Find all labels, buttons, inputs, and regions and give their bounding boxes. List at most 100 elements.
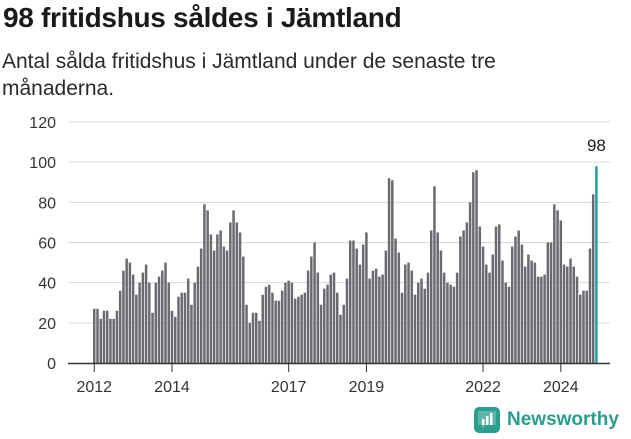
- bar: [368, 278, 371, 363]
- bar: [549, 242, 553, 363]
- bar: [523, 266, 527, 363]
- bar: [336, 292, 339, 363]
- bar: [193, 282, 196, 363]
- bar: [310, 256, 313, 363]
- bar: [148, 282, 151, 363]
- x-tick-label: 2024: [543, 379, 579, 396]
- bar: [141, 272, 145, 363]
- y-tick-label: 20: [38, 316, 56, 333]
- bar: [209, 234, 213, 363]
- bar: [258, 320, 261, 363]
- bar: [303, 292, 307, 363]
- bar: [157, 276, 161, 363]
- bar: [462, 230, 465, 363]
- bar: [280, 290, 284, 363]
- bar: [452, 286, 456, 363]
- bar: [264, 286, 268, 363]
- bar: [536, 276, 540, 363]
- bar: [225, 250, 229, 363]
- bar: [504, 282, 507, 363]
- bar: [429, 230, 433, 363]
- bar: [93, 308, 96, 363]
- bar: [501, 260, 504, 363]
- y-tick-label: 60: [38, 236, 56, 253]
- x-tick-label: 2012: [76, 379, 112, 396]
- bar: [478, 226, 482, 363]
- bar: [151, 312, 154, 363]
- bar: [229, 222, 232, 363]
- bar: [397, 252, 401, 363]
- x-tick-label: 2014: [154, 379, 190, 396]
- bar: [374, 268, 378, 363]
- bar: [410, 270, 414, 363]
- bar: [203, 204, 206, 363]
- bar: [514, 236, 517, 363]
- bar: [520, 244, 524, 363]
- newsworthy-logo-text: Newsworthy: [507, 409, 619, 430]
- y-tick-label: 120: [29, 115, 56, 132]
- bar: [572, 266, 576, 363]
- bar: [300, 294, 303, 363]
- bar: [352, 240, 355, 363]
- bar: [436, 232, 439, 363]
- bar: [135, 294, 138, 363]
- bar: [235, 222, 239, 363]
- bar: [190, 304, 193, 363]
- bar: [242, 256, 245, 363]
- bar: [378, 276, 381, 363]
- bar: [569, 258, 572, 363]
- bar: [118, 290, 122, 363]
- newsworthy-logo[interactable]: Newsworthy: [474, 407, 619, 433]
- bar: [183, 292, 187, 363]
- chart-subtitle: Antal sålda fritidshus i Jämtland under …: [2, 50, 496, 100]
- bar: [423, 288, 426, 363]
- bar: [261, 294, 264, 363]
- bar: [566, 266, 569, 363]
- bar: [255, 312, 258, 363]
- bar: [391, 180, 394, 363]
- bar: [433, 186, 436, 363]
- bar: [326, 284, 329, 363]
- bar: [417, 282, 420, 363]
- bar: [131, 274, 135, 363]
- bar: [332, 272, 336, 363]
- bar: [465, 222, 469, 363]
- last-value-label: 98: [587, 136, 606, 155]
- bar: [167, 282, 171, 363]
- chart-title: 98 fritidshus såldes i Jämtland: [3, 2, 402, 33]
- bar: [196, 266, 200, 363]
- bar: [348, 240, 352, 363]
- bar: [313, 242, 316, 363]
- bar: [105, 310, 109, 363]
- bar: [371, 270, 375, 363]
- bar: [387, 178, 391, 363]
- bar: [284, 282, 287, 363]
- bar: [540, 276, 543, 363]
- bar: [287, 280, 290, 363]
- bar: [481, 246, 485, 363]
- bar: [174, 316, 177, 363]
- bar: [426, 272, 430, 363]
- bar: [553, 204, 556, 363]
- bar: [384, 250, 388, 363]
- bar: [180, 292, 183, 363]
- bar: [222, 246, 226, 363]
- bar: [498, 224, 501, 363]
- bar: [177, 296, 180, 363]
- bar: [442, 272, 446, 363]
- bar: [164, 262, 167, 363]
- bar: [485, 264, 488, 363]
- bar: [144, 264, 148, 363]
- bar: [122, 270, 125, 363]
- bar: [491, 254, 495, 363]
- bar: [245, 304, 248, 363]
- bar: [345, 278, 349, 363]
- bar: [361, 244, 365, 363]
- bar: [365, 232, 368, 363]
- x-tick-label: 2017: [271, 379, 307, 396]
- bar: [575, 276, 579, 363]
- bar: [381, 274, 384, 363]
- bar: [507, 286, 511, 363]
- bar: [238, 232, 242, 363]
